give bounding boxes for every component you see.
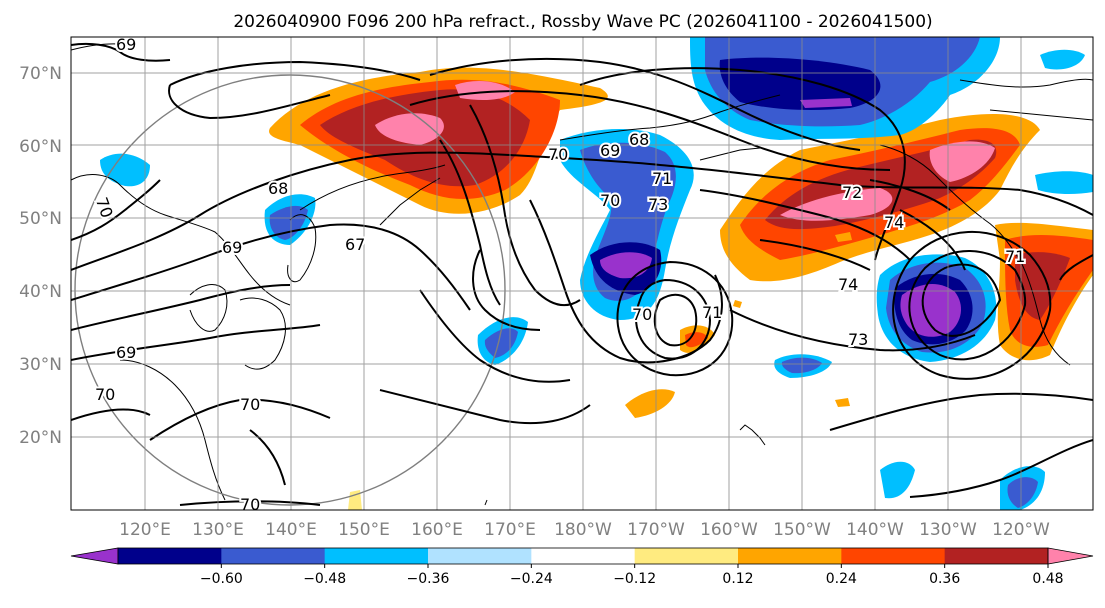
contour-label: 71 [702,303,722,322]
refractive-index-contours [71,42,1093,506]
colorbar-tick-label: 0.24 [826,571,857,587]
contour-label: 72 [842,183,862,202]
colorbar-segment [118,548,222,564]
colorbar-segment [324,548,429,564]
colorbar-tick-label: −0.60 [200,571,243,587]
contour-label: 68 [268,179,288,198]
lat-label: 30°N [19,355,62,375]
map-frame [70,36,1094,511]
lat-label: 70°N [19,64,62,84]
coastlines [71,43,1093,506]
contour-label: 70 [548,145,568,164]
lon-label: 130°W [919,520,977,540]
colorbar-segment [634,548,739,564]
contour-label: 70 [240,395,260,414]
contour-label: 73 [648,195,668,214]
lat-label: 50°N [19,209,62,229]
colorbar-frame [117,547,1049,565]
contour-label: 67 [345,235,365,254]
colorbar-tick-label: 0.12 [722,571,753,587]
colorbar-tick-label: −0.48 [303,571,346,587]
lon-label: 170°W [627,520,685,540]
colorbar-extend-low [70,547,119,565]
contour-label: 69 [116,35,136,54]
colorbar-segment [428,548,532,564]
colorbar-tick-label: −0.36 [407,571,450,587]
contour-label: 71 [652,169,672,188]
contour-label: 71 [1005,247,1025,266]
lon-label: 150°E [338,520,390,540]
contour-label: 70 [600,191,620,210]
lon-label: 140°E [265,520,317,540]
colorbar-extend-high [1047,547,1094,565]
colorbar-tick-label: 0.48 [1032,571,1063,587]
contour-label: 70 [95,385,115,404]
lon-label: 170°E [484,520,536,540]
contour-label: 70 [632,305,652,324]
colorbar-segment [221,548,326,564]
lat-label: 40°N [19,282,62,302]
contour-label: 68 [629,130,649,149]
colorbar: −0.60 −0.48 −0.36 −0.24 −0.12 0.12 0.24 0.36 0.4… [70,547,1094,587]
lat-label: 20°N [19,428,62,448]
gridlines [71,37,1093,510]
colorbar-tick-label: 0.36 [929,571,960,587]
contour-label: 74 [838,275,858,294]
contour-label: 73 [848,330,868,349]
lon-label: 180°W [554,520,612,540]
longitude-labels: 120°E 130°E 140°E 150°E 160°E 170°E 180°… [119,520,1050,540]
contour-label: 70 [240,495,260,514]
contour-label: 69 [222,238,242,257]
negative-anomaly-fills [100,37,1093,510]
lon-label: 160°E [411,520,463,540]
colorbar-segment [738,548,842,564]
lon-label: 120°W [992,520,1050,540]
colorbar-segment [944,548,1049,564]
contour-label: 74 [884,213,904,232]
map-title: 2026040900 F096 200 hPa refract., Rossby… [233,12,932,32]
colorbar-tick-label: −0.24 [510,571,553,587]
lon-label: 140°W [846,520,904,540]
lon-label: 120°E [119,520,171,540]
lat-label: 60°N [19,137,62,157]
lon-label: 160°W [700,520,758,540]
colorbar-segment [841,548,946,564]
contour-label: 69 [600,141,620,160]
reference-circle [74,74,506,506]
lon-label: 150°W [773,520,831,540]
lon-label: 130°E [192,520,244,540]
contour-label: 69 [116,343,136,362]
colorbar-segment [531,548,636,564]
latitude-labels: 70°N 60°N 50°N 40°N 30°N 20°N [19,64,62,448]
colorbar-tick-label: −0.12 [613,571,656,587]
